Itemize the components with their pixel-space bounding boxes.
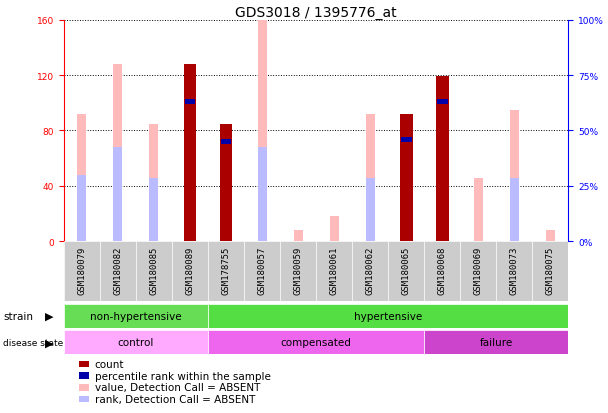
Text: GSM180073: GSM180073: [510, 247, 519, 294]
Bar: [150, 124, 159, 242]
Text: compensated: compensated: [281, 337, 351, 347]
Bar: [294, 230, 303, 242]
Bar: [208, 330, 424, 354]
Bar: [424, 330, 568, 354]
Bar: [400, 114, 413, 242]
Bar: [424, 242, 460, 301]
Bar: [474, 178, 483, 242]
Text: GSM180059: GSM180059: [294, 247, 303, 294]
Text: GSM180065: GSM180065: [402, 247, 411, 294]
Bar: [546, 230, 555, 242]
Bar: [280, 242, 316, 301]
Text: GSM180068: GSM180068: [438, 247, 447, 294]
Bar: [221, 140, 232, 145]
Bar: [221, 148, 230, 242]
Bar: [330, 217, 339, 242]
Text: ▶: ▶: [45, 311, 54, 321]
Bar: [150, 178, 159, 242]
Bar: [244, 242, 280, 301]
Bar: [100, 242, 136, 301]
Bar: [208, 242, 244, 301]
Bar: [184, 65, 196, 242]
Bar: [389, 242, 424, 301]
Text: GSM180082: GSM180082: [114, 247, 122, 294]
Bar: [366, 178, 375, 242]
Bar: [64, 242, 100, 301]
Bar: [258, 21, 266, 242]
Text: hypertensive: hypertensive: [354, 311, 423, 321]
Bar: [172, 242, 208, 301]
Text: percentile rank within the sample: percentile rank within the sample: [95, 371, 271, 381]
Text: GSM178755: GSM178755: [221, 247, 230, 294]
Bar: [496, 242, 533, 301]
Bar: [460, 242, 496, 301]
Bar: [402, 178, 411, 242]
Text: control: control: [118, 337, 154, 347]
Text: GSM180075: GSM180075: [546, 247, 555, 294]
Text: GSM180061: GSM180061: [330, 247, 339, 294]
Bar: [64, 330, 208, 354]
Bar: [436, 77, 449, 242]
Bar: [352, 242, 389, 301]
Text: GSM180057: GSM180057: [258, 247, 266, 294]
Text: value, Detection Call = ABSENT: value, Detection Call = ABSENT: [95, 382, 260, 392]
Text: failure: failure: [480, 337, 513, 347]
Bar: [219, 124, 232, 242]
Bar: [510, 178, 519, 242]
Text: GSM180089: GSM180089: [185, 247, 195, 294]
Bar: [114, 148, 122, 242]
Bar: [208, 304, 568, 328]
Text: GSM180069: GSM180069: [474, 247, 483, 294]
Bar: [136, 242, 172, 301]
Bar: [77, 175, 86, 242]
Bar: [437, 100, 447, 105]
Title: GDS3018 / 1395776_at: GDS3018 / 1395776_at: [235, 6, 397, 20]
Bar: [366, 114, 375, 242]
Bar: [510, 110, 519, 242]
Text: non-hypertensive: non-hypertensive: [90, 311, 182, 321]
Text: disease state: disease state: [3, 338, 63, 347]
Bar: [258, 148, 266, 242]
Bar: [114, 65, 122, 242]
Text: ▶: ▶: [45, 337, 54, 347]
Text: GSM180062: GSM180062: [366, 247, 375, 294]
Text: strain: strain: [3, 311, 33, 321]
Bar: [401, 137, 412, 143]
Bar: [316, 242, 352, 301]
Text: GSM180085: GSM180085: [150, 247, 159, 294]
Text: GSM180079: GSM180079: [77, 247, 86, 294]
Bar: [533, 242, 568, 301]
Bar: [64, 304, 208, 328]
Text: rank, Detection Call = ABSENT: rank, Detection Call = ABSENT: [95, 394, 255, 404]
Text: count: count: [95, 359, 125, 369]
Bar: [185, 100, 195, 105]
Bar: [77, 114, 86, 242]
